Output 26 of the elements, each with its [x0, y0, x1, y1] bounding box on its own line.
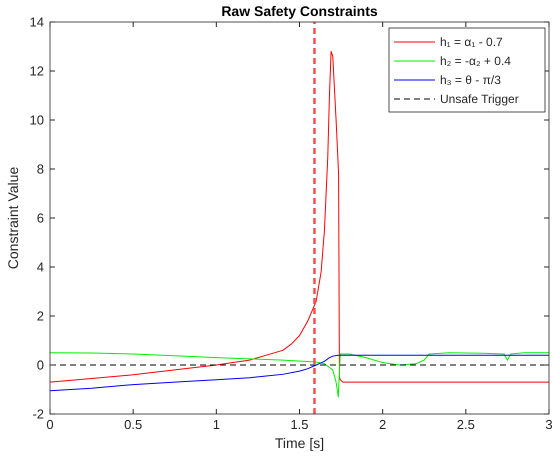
legend-label: h₃ = θ - π/3	[440, 73, 502, 87]
y-tick-label: 12	[30, 64, 44, 78]
y-tick-label: 4	[36, 260, 44, 274]
y-tick-label: 2	[36, 308, 44, 324]
line-series	[50, 354, 550, 392]
x-tick-label: 3	[545, 417, 553, 432]
legend-label: h₁ = α₁ - 0.7	[440, 35, 504, 49]
y-tick-label: 14	[30, 14, 44, 30]
y-tick-label: 10	[30, 112, 44, 128]
x-tick-label: 0.5	[124, 417, 142, 432]
chart-title: Raw Safety Constraints	[221, 3, 378, 19]
x-tick-label: 1.5	[290, 417, 309, 432]
x-tick-label: 0	[46, 417, 54, 432]
x-axis-title: Time [s]	[274, 435, 324, 451]
line-series	[50, 50, 550, 383]
x-tick-label: 2.5	[456, 417, 475, 432]
x-tick-label: 2	[379, 417, 386, 432]
y-tick-label: -2	[32, 406, 44, 422]
y-tick-label: 8	[36, 162, 44, 176]
x-tick-label: 1	[212, 417, 220, 432]
legend-label: h₂ = -α₂ + 0.4	[440, 54, 512, 68]
y-axis-title: Constraint Value	[5, 166, 21, 270]
y-tick-label: 6	[36, 210, 44, 226]
legend-label: Unsafe Trigger	[440, 92, 519, 106]
line-series	[50, 352, 550, 398]
y-tick-label: 0	[36, 358, 44, 372]
